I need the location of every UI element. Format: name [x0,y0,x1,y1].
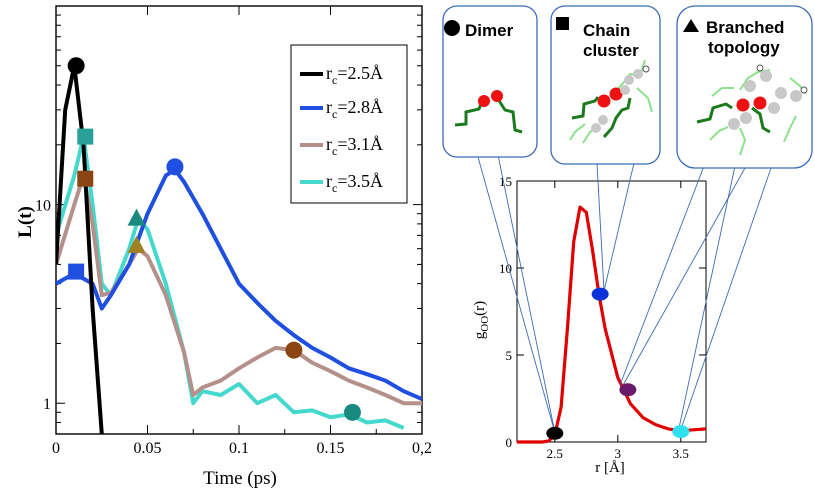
connector-line [477,156,556,434]
connector-line [603,162,635,292]
left-marker-circle [166,158,184,176]
left-marker-circle [285,341,303,359]
panel-branched-title-line2: topology [708,38,780,57]
connector-lines [477,154,772,434]
left-x-tick-label: 0,2 [412,440,432,457]
panel-chain-cluster: Chain cluster [550,5,661,165]
connector-line [678,165,736,429]
chain-square-icon [556,17,569,30]
dimer-circle-icon [444,20,460,36]
right-y-tick-label: 10 [499,261,512,276]
left-marker-square [77,128,94,145]
branched-molecule-icon [696,64,808,156]
branched-triangle-icon [683,19,699,32]
legend-box [290,44,408,204]
panel-dimer: Dimer [442,5,538,158]
left-marker-circle [67,57,85,75]
left-series-lines [56,63,422,434]
right-marker-circle [591,287,609,301]
series-line-rc28 [56,167,422,401]
right-marker-circle [672,425,690,439]
panel-chain-title-line2: cluster [583,41,639,60]
right-y-axis-label: gOO(r) [472,301,491,339]
left-x-tick-label: 0.15 [317,440,345,457]
legend: rc=2.5Å rc=2.8Å rc=3.1Å rc=3.5Å [290,44,408,204]
right-x-tick-label: 2.5 [547,446,563,461]
dimer-molecule-icon [454,90,523,134]
chain-molecule-icon [569,59,653,144]
panel-branched-topology: Branched topology [676,5,813,169]
left-ticks: 0 0.05 0.1 0.15 0,2 1 10 [35,6,432,457]
left-chart: 0 0.05 0.1 0.15 0,2 1 10 L(t) Time (ps) rc=2.5… [15,5,432,489]
panel-chain-title-line1: Chain [583,21,630,40]
left-marker-square [77,170,94,187]
panel-dimer-title: Dimer [465,21,514,40]
left-marker-triangle [127,208,146,226]
connector-line [619,165,705,386]
connector-line [621,167,746,388]
right-x-tick-label: 3.5 [673,446,689,461]
right-y-tick-label: 15 [499,174,512,189]
connector-line [497,154,556,434]
panel-chain-box [550,5,661,165]
left-x-tick-label: 0 [52,440,60,457]
left-x-axis-label: Time (ps) [203,468,277,489]
left-x-tick-label: 0.1 [229,440,249,457]
connector-line [596,162,605,292]
left-marker-triangle [127,235,146,253]
panel-branched-title-line1: Branched [706,18,784,37]
right-y-tick-label: 5 [506,348,513,363]
left-y-tick-label: 10 [35,198,51,215]
left-x-tick-label: 0.05 [134,440,162,457]
right-x-axis-label: r [Å] [595,460,625,476]
right-y-tick-label: 0 [506,435,513,450]
right-marker-circle [619,383,637,397]
left-markers [67,57,361,421]
connector-line [680,167,772,430]
right-x-tick-label: 3 [615,446,622,461]
left-marker-square [68,263,85,280]
series-line-rc25 [56,63,104,434]
left-y-axis-label: L(t) [15,206,36,238]
right-plot-frame [516,180,707,443]
left-marker-circle [343,403,361,421]
series-line-rc31 [56,173,422,406]
right-marker-circle [546,426,564,440]
right-chart: 2.5 3 3.5 0 5 10 15 gOO(r) r [Å] [472,154,772,476]
left-y-tick-label: 1 [43,396,51,413]
right-markers [546,287,690,440]
